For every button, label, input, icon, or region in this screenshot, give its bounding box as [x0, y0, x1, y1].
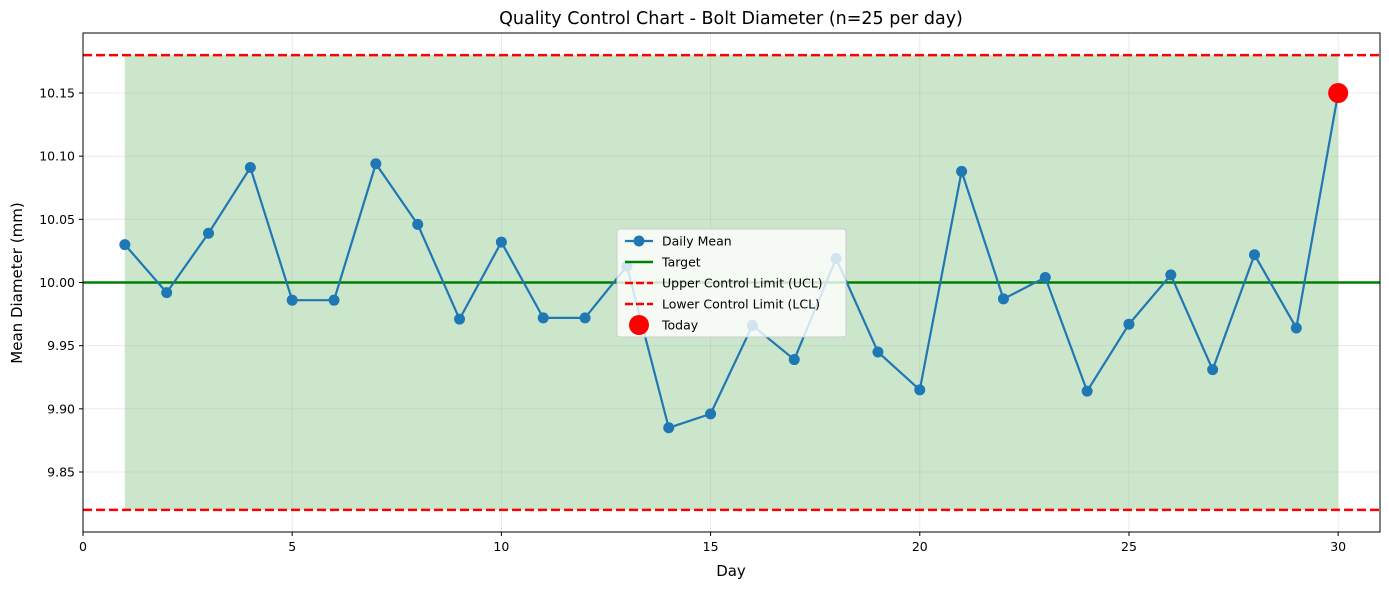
- daily-mean-point: [286, 294, 298, 306]
- daily-mean-point: [161, 287, 173, 299]
- daily-mean-point: [203, 227, 215, 239]
- x-axis-label: Day: [716, 562, 746, 580]
- legend-entry-daily-mean-label: Daily Mean: [662, 234, 732, 249]
- today-marker: [1328, 83, 1349, 104]
- y-tick-label: 9.95: [47, 338, 75, 353]
- daily-mean-point: [1123, 318, 1135, 330]
- daily-mean-point: [1165, 269, 1177, 281]
- y-tick-label: 10.10: [39, 149, 75, 164]
- x-tick-label: 20: [912, 539, 928, 554]
- legend-box: [616, 228, 847, 338]
- daily-mean-point: [412, 218, 424, 230]
- y-tick-label: 10.15: [39, 86, 75, 101]
- y-tick-label: 10.05: [39, 212, 75, 227]
- chart-title: Quality Control Chart - Bolt Diameter (n…: [499, 9, 963, 29]
- daily-mean-point: [537, 312, 549, 324]
- daily-mean-point: [956, 165, 968, 177]
- daily-mean-point: [1039, 271, 1051, 283]
- daily-mean-point: [495, 236, 507, 248]
- x-tick-label: 30: [1330, 539, 1346, 554]
- legend: Daily Mean Target Upper Control Limit (UCL…: [616, 228, 847, 338]
- daily-mean-line: [124, 92, 1340, 429]
- legend-entry-today-marker: [629, 315, 649, 335]
- daily-mean-point: [914, 384, 926, 396]
- y-axis-label: Mean Diameter (mm): [8, 202, 26, 363]
- daily-mean-point: [370, 158, 382, 170]
- legend-entry-ucl-label: Upper Control Limit (UCL): [662, 276, 823, 291]
- daily-mean-point: [1081, 385, 1093, 397]
- x-tick-label: 5: [288, 539, 296, 554]
- daily-mean-point: [997, 293, 1009, 305]
- y-tick-label: 9.90: [47, 401, 75, 416]
- x-tick-label: 10: [493, 539, 509, 554]
- daily-mean-point: [1290, 322, 1302, 334]
- daily-mean-point: [119, 239, 131, 251]
- legend-entry-target-label: Target: [661, 255, 701, 270]
- daily-mean-point: [705, 408, 717, 420]
- daily-mean-point: [663, 422, 675, 434]
- daily-mean-point: [244, 162, 256, 174]
- daily-mean-point: [1248, 249, 1260, 261]
- daily-mean-point: [579, 312, 591, 324]
- x-tick-label: 0: [79, 539, 87, 554]
- legend-entry-today-label: Today: [661, 318, 699, 333]
- daily-mean-point: [788, 354, 800, 366]
- y-tick-label: 10.00: [39, 275, 75, 290]
- daily-mean-point: [454, 313, 466, 325]
- legend-entry-daily-mean-marker: [633, 235, 645, 247]
- y-tick-label: 9.85: [47, 464, 75, 479]
- x-tick-label: 25: [1121, 539, 1137, 554]
- daily-mean-point: [1207, 364, 1219, 376]
- legend-entry-lcl-label: Lower Control Limit (LCL): [662, 297, 820, 312]
- daily-mean-point: [872, 346, 884, 358]
- x-tick-label: 15: [703, 539, 719, 554]
- daily-mean-point: [328, 294, 340, 306]
